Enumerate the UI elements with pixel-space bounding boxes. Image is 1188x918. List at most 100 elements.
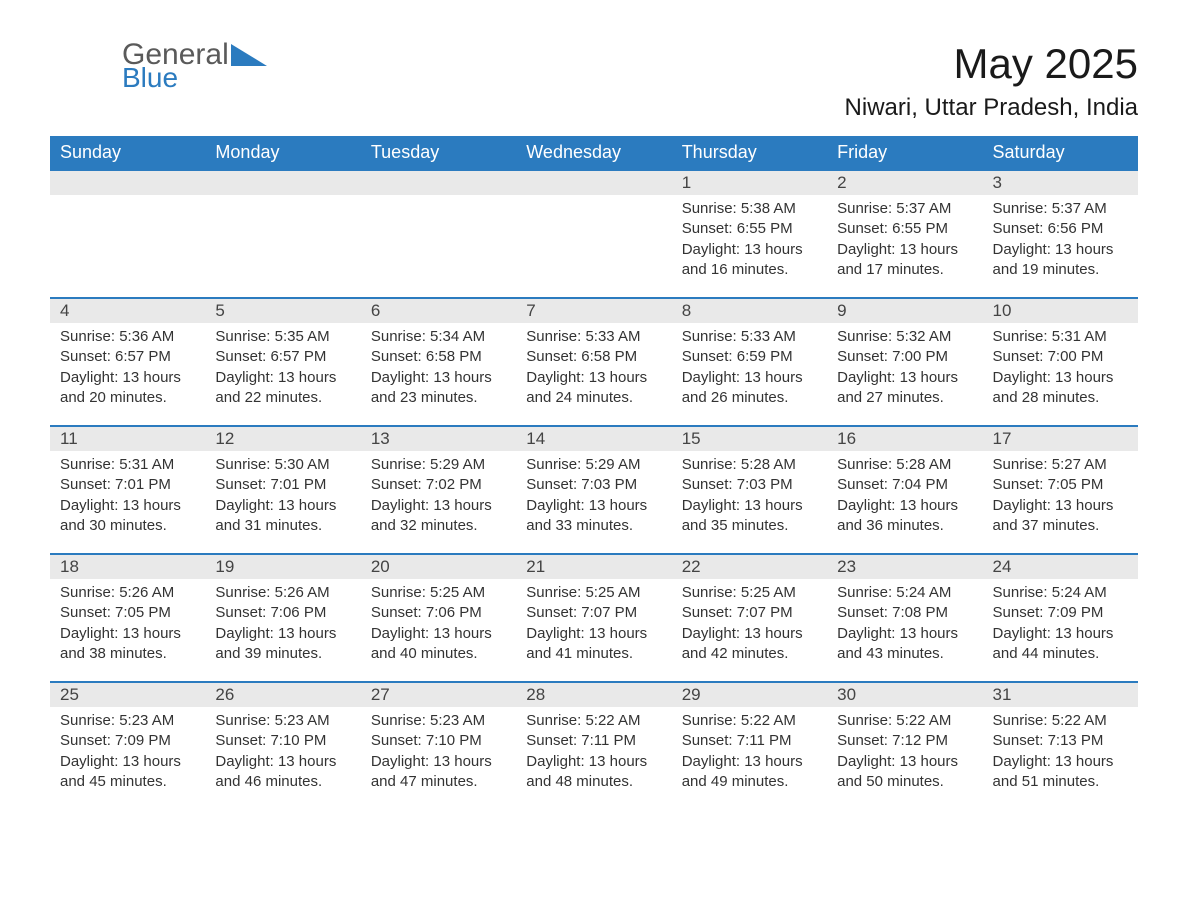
sunrise-text: Sunrise: 5:37 AM <box>837 199 972 219</box>
week-row: 18Sunrise: 5:26 AMSunset: 7:05 PMDayligh… <box>50 553 1138 681</box>
sunset-text: Sunset: 7:12 PM <box>837 731 972 751</box>
day-cell: 5Sunrise: 5:35 AMSunset: 6:57 PMDaylight… <box>205 299 360 425</box>
sunset-text: Sunset: 6:55 PM <box>837 219 972 239</box>
daylight-text: Daylight: 13 hours and 50 minutes. <box>837 752 972 793</box>
daylight-text: Daylight: 13 hours and 22 minutes. <box>215 368 350 409</box>
daylight-text: Daylight: 13 hours and 37 minutes. <box>993 496 1128 537</box>
day-cell: 31Sunrise: 5:22 AMSunset: 7:13 PMDayligh… <box>983 683 1138 809</box>
day-number: 4 <box>50 299 205 323</box>
day-number <box>361 171 516 195</box>
calendar: SundayMondayTuesdayWednesdayThursdayFrid… <box>50 136 1138 809</box>
day-number: 30 <box>827 683 982 707</box>
day-body: Sunrise: 5:31 AMSunset: 7:00 PMDaylight:… <box>983 323 1138 418</box>
day-body: Sunrise: 5:38 AMSunset: 6:55 PMDaylight:… <box>672 195 827 290</box>
day-body: Sunrise: 5:37 AMSunset: 6:56 PMDaylight:… <box>983 195 1138 290</box>
day-cell: 14Sunrise: 5:29 AMSunset: 7:03 PMDayligh… <box>516 427 671 553</box>
sunrise-text: Sunrise: 5:33 AM <box>526 327 661 347</box>
sunset-text: Sunset: 7:05 PM <box>993 475 1128 495</box>
day-body: Sunrise: 5:33 AMSunset: 6:58 PMDaylight:… <box>516 323 671 418</box>
daylight-text: Daylight: 13 hours and 40 minutes. <box>371 624 506 665</box>
sunset-text: Sunset: 7:06 PM <box>215 603 350 623</box>
day-cell: 17Sunrise: 5:27 AMSunset: 7:05 PMDayligh… <box>983 427 1138 553</box>
weekday-header: Monday <box>205 136 360 169</box>
day-number: 15 <box>672 427 827 451</box>
sunset-text: Sunset: 7:11 PM <box>526 731 661 751</box>
day-number: 17 <box>983 427 1138 451</box>
day-cell: 4Sunrise: 5:36 AMSunset: 6:57 PMDaylight… <box>50 299 205 425</box>
day-body: Sunrise: 5:22 AMSunset: 7:12 PMDaylight:… <box>827 707 982 802</box>
sunset-text: Sunset: 7:07 PM <box>526 603 661 623</box>
day-number <box>205 171 360 195</box>
day-cell <box>205 171 360 297</box>
week-row: 11Sunrise: 5:31 AMSunset: 7:01 PMDayligh… <box>50 425 1138 553</box>
day-body: Sunrise: 5:23 AMSunset: 7:10 PMDaylight:… <box>361 707 516 802</box>
day-number: 5 <box>205 299 360 323</box>
sunset-text: Sunset: 7:09 PM <box>993 603 1128 623</box>
weekday-header-row: SundayMondayTuesdayWednesdayThursdayFrid… <box>50 136 1138 169</box>
daylight-text: Daylight: 13 hours and 35 minutes. <box>682 496 817 537</box>
sunset-text: Sunset: 7:02 PM <box>371 475 506 495</box>
daylight-text: Daylight: 13 hours and 41 minutes. <box>526 624 661 665</box>
day-cell: 16Sunrise: 5:28 AMSunset: 7:04 PMDayligh… <box>827 427 982 553</box>
day-body: Sunrise: 5:26 AMSunset: 7:06 PMDaylight:… <box>205 579 360 674</box>
day-number: 14 <box>516 427 671 451</box>
daylight-text: Daylight: 13 hours and 23 minutes. <box>371 368 506 409</box>
sunset-text: Sunset: 7:06 PM <box>371 603 506 623</box>
day-body: Sunrise: 5:29 AMSunset: 7:03 PMDaylight:… <box>516 451 671 546</box>
day-number: 24 <box>983 555 1138 579</box>
sunset-text: Sunset: 6:59 PM <box>682 347 817 367</box>
day-cell: 11Sunrise: 5:31 AMSunset: 7:01 PMDayligh… <box>50 427 205 553</box>
day-number: 12 <box>205 427 360 451</box>
day-number: 11 <box>50 427 205 451</box>
day-cell: 18Sunrise: 5:26 AMSunset: 7:05 PMDayligh… <box>50 555 205 681</box>
daylight-text: Daylight: 13 hours and 46 minutes. <box>215 752 350 793</box>
brand-blue: Blue <box>122 64 178 92</box>
day-number: 20 <box>361 555 516 579</box>
sunrise-text: Sunrise: 5:24 AM <box>993 583 1128 603</box>
sunrise-text: Sunrise: 5:25 AM <box>526 583 661 603</box>
day-number: 3 <box>983 171 1138 195</box>
weekday-header: Sunday <box>50 136 205 169</box>
day-number: 7 <box>516 299 671 323</box>
day-body <box>205 195 360 209</box>
daylight-text: Daylight: 13 hours and 31 minutes. <box>215 496 350 537</box>
day-body: Sunrise: 5:24 AMSunset: 7:09 PMDaylight:… <box>983 579 1138 674</box>
week-row: 1Sunrise: 5:38 AMSunset: 6:55 PMDaylight… <box>50 169 1138 297</box>
day-cell: 6Sunrise: 5:34 AMSunset: 6:58 PMDaylight… <box>361 299 516 425</box>
day-number: 6 <box>361 299 516 323</box>
daylight-text: Daylight: 13 hours and 45 minutes. <box>60 752 195 793</box>
day-body: Sunrise: 5:28 AMSunset: 7:03 PMDaylight:… <box>672 451 827 546</box>
sunset-text: Sunset: 6:57 PM <box>215 347 350 367</box>
sunrise-text: Sunrise: 5:36 AM <box>60 327 195 347</box>
day-cell: 1Sunrise: 5:38 AMSunset: 6:55 PMDaylight… <box>672 171 827 297</box>
day-number: 8 <box>672 299 827 323</box>
day-body: Sunrise: 5:32 AMSunset: 7:00 PMDaylight:… <box>827 323 982 418</box>
day-body: Sunrise: 5:27 AMSunset: 7:05 PMDaylight:… <box>983 451 1138 546</box>
sunset-text: Sunset: 6:55 PM <box>682 219 817 239</box>
brand-logo: General Blue <box>50 40 195 92</box>
weekday-header: Friday <box>827 136 982 169</box>
sunset-text: Sunset: 7:13 PM <box>993 731 1128 751</box>
day-number <box>516 171 671 195</box>
day-cell: 12Sunrise: 5:30 AMSunset: 7:01 PMDayligh… <box>205 427 360 553</box>
day-body: Sunrise: 5:26 AMSunset: 7:05 PMDaylight:… <box>50 579 205 674</box>
day-cell: 26Sunrise: 5:23 AMSunset: 7:10 PMDayligh… <box>205 683 360 809</box>
day-cell: 9Sunrise: 5:32 AMSunset: 7:00 PMDaylight… <box>827 299 982 425</box>
sunrise-text: Sunrise: 5:22 AM <box>526 711 661 731</box>
sunrise-text: Sunrise: 5:29 AM <box>371 455 506 475</box>
sunrise-text: Sunrise: 5:27 AM <box>993 455 1128 475</box>
weekday-header: Tuesday <box>361 136 516 169</box>
sunrise-text: Sunrise: 5:26 AM <box>215 583 350 603</box>
daylight-text: Daylight: 13 hours and 30 minutes. <box>60 496 195 537</box>
day-body <box>50 195 205 209</box>
week-row: 25Sunrise: 5:23 AMSunset: 7:09 PMDayligh… <box>50 681 1138 809</box>
sunrise-text: Sunrise: 5:22 AM <box>682 711 817 731</box>
sunrise-text: Sunrise: 5:25 AM <box>371 583 506 603</box>
sunrise-text: Sunrise: 5:25 AM <box>682 583 817 603</box>
day-body: Sunrise: 5:29 AMSunset: 7:02 PMDaylight:… <box>361 451 516 546</box>
daylight-text: Daylight: 13 hours and 39 minutes. <box>215 624 350 665</box>
day-cell: 22Sunrise: 5:25 AMSunset: 7:07 PMDayligh… <box>672 555 827 681</box>
day-cell: 19Sunrise: 5:26 AMSunset: 7:06 PMDayligh… <box>205 555 360 681</box>
day-body: Sunrise: 5:23 AMSunset: 7:09 PMDaylight:… <box>50 707 205 802</box>
day-body: Sunrise: 5:22 AMSunset: 7:13 PMDaylight:… <box>983 707 1138 802</box>
